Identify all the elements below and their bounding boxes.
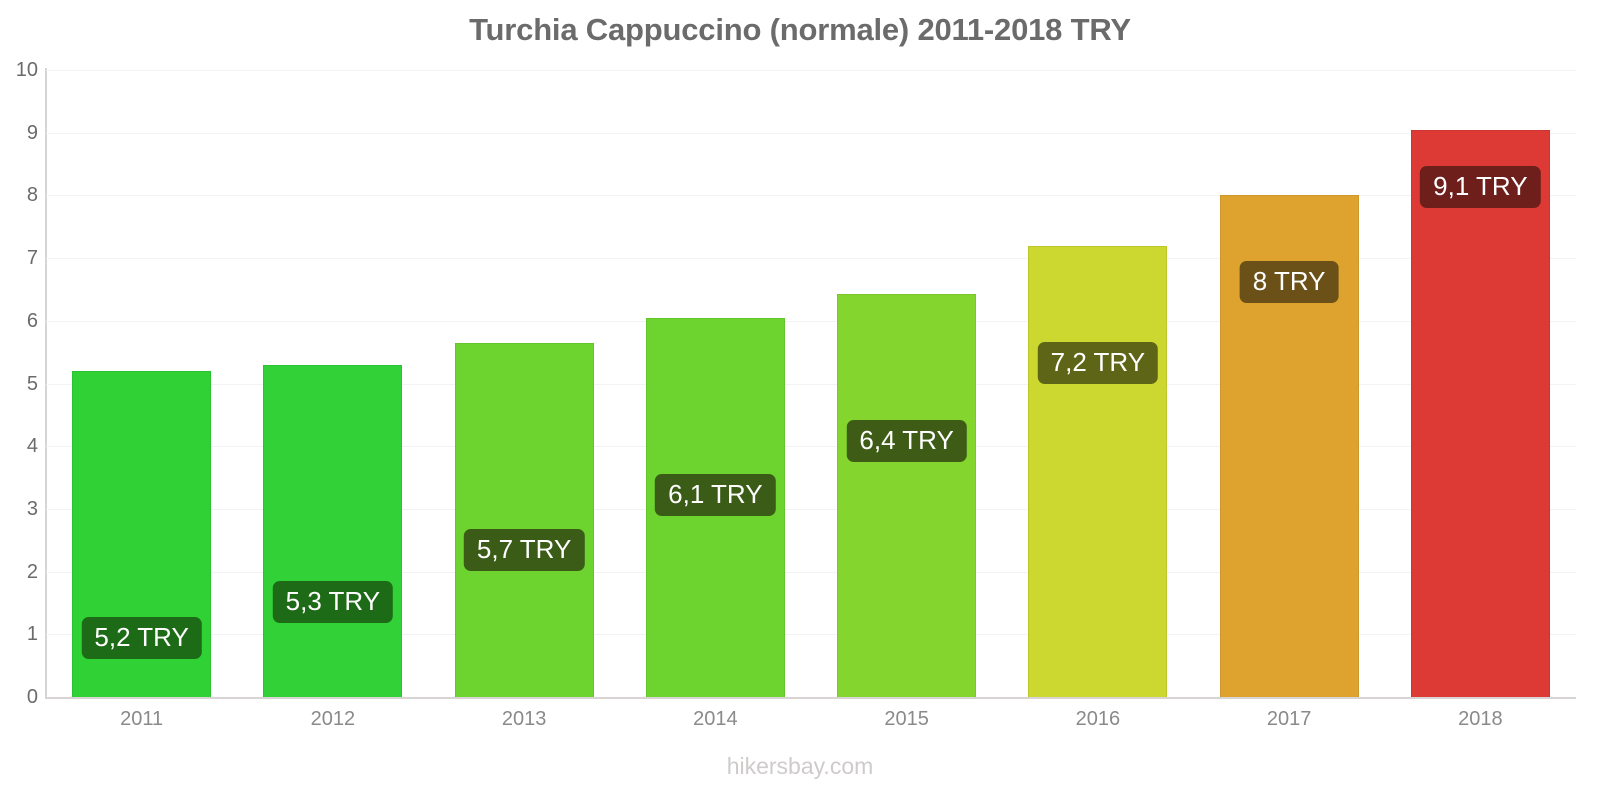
x-tick-label-2018: 2018 bbox=[1458, 708, 1503, 730]
gridline-9 bbox=[46, 132, 1576, 134]
y-tick-label-5: 5 bbox=[26, 372, 38, 395]
x-tick-label-2015: 2015 bbox=[884, 708, 929, 730]
gridline-3 bbox=[46, 508, 1576, 510]
gridline-6 bbox=[46, 320, 1576, 322]
bar-value-label-2014: 6,1 TRY bbox=[655, 473, 776, 516]
plot-area: 5,2 TRY 5,3 TRY 5,7 TRY 6,1 TRY 6,4 TRY 7,2 T… bbox=[46, 70, 1576, 699]
gridline-2 bbox=[46, 571, 1576, 573]
gridline-4 bbox=[46, 446, 1576, 448]
bar-value-label-2015: 6,4 TRY bbox=[846, 420, 967, 463]
x-tick-label-2011: 2011 bbox=[120, 708, 164, 730]
x-tick-label-2014: 2014 bbox=[693, 708, 738, 730]
bar-value-label-2012: 5,3 TRY bbox=[272, 580, 394, 623]
bar-value-label-2018: 9,1 TRY bbox=[1420, 165, 1541, 208]
y-tick-label-10: 10 bbox=[15, 59, 38, 81]
gridline-0 bbox=[46, 697, 1576, 699]
y-tick-label-7: 7 bbox=[26, 247, 38, 270]
bar-value-label-2016: 7,2 TRY bbox=[1037, 341, 1159, 384]
y-tick-label-2: 2 bbox=[26, 560, 38, 583]
x-axis-tick-labels: 2011 2012 2013 2014 2015 2016 2017 2018 bbox=[46, 708, 1576, 740]
bar-2013[interactable] bbox=[454, 342, 594, 697]
bar-value-label-2017: 8 TRY bbox=[1239, 261, 1339, 304]
x-tick-label-2017: 2017 bbox=[1266, 708, 1312, 730]
gridline-7 bbox=[46, 258, 1576, 260]
y-tick-label-4: 4 bbox=[26, 435, 38, 458]
y-axis-tick-labels: 0 1 2 3 4 5 6 7 8 9 10 bbox=[0, 0, 40, 800]
y-tick-label-3: 3 bbox=[26, 497, 38, 520]
x-tick-label-2016: 2016 bbox=[1075, 708, 1121, 730]
gridline-10 bbox=[46, 70, 1576, 71]
y-tick-label-8: 8 bbox=[26, 184, 38, 207]
bar-2016[interactable] bbox=[1028, 245, 1168, 697]
bar-2015[interactable] bbox=[837, 294, 977, 697]
chart-title: Turchia Cappuccino (normale) 2011-2018 T… bbox=[469, 12, 1131, 47]
bar-value-label-2013: 5,7 TRY bbox=[463, 528, 585, 571]
x-tick-label-2012: 2012 bbox=[310, 708, 356, 730]
y-tick-label-0: 0 bbox=[26, 686, 38, 708]
gridline-1 bbox=[46, 634, 1576, 636]
bar-2018[interactable] bbox=[1410, 129, 1550, 697]
x-tick-label-2013: 2013 bbox=[501, 708, 547, 730]
footer-credit: hikersbay.com bbox=[726, 753, 874, 779]
bar-value-label-2011: 5,2 TRY bbox=[81, 616, 202, 659]
y-tick-label-9: 9 bbox=[26, 121, 38, 144]
gridline-5 bbox=[46, 383, 1576, 385]
gridline-8 bbox=[46, 195, 1576, 197]
y-tick-label-1: 1 bbox=[26, 623, 38, 646]
y-tick-label-6: 6 bbox=[26, 309, 38, 332]
bar-2012[interactable] bbox=[263, 364, 403, 697]
